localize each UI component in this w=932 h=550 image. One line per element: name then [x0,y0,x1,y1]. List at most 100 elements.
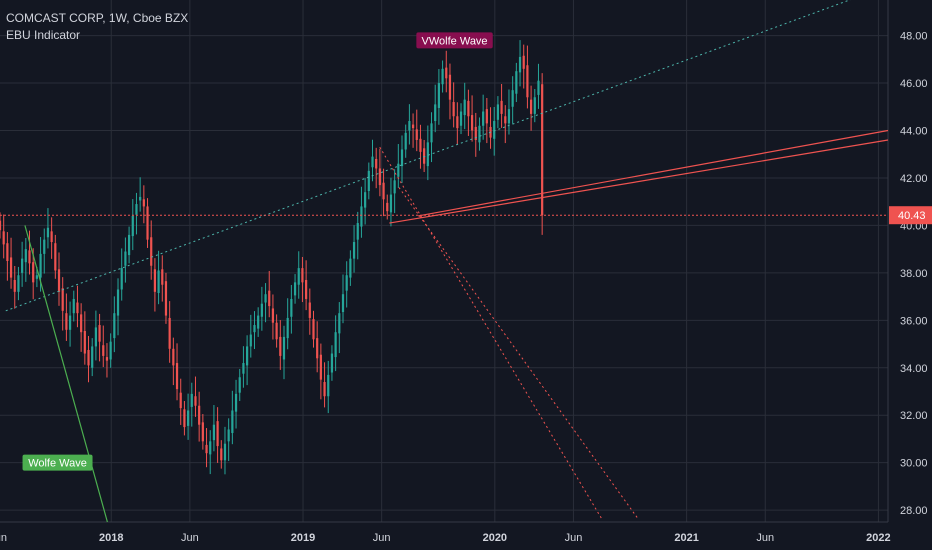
candle-body [102,345,105,356]
candle-body [72,298,75,314]
candle-body [467,100,470,117]
candle-body [65,313,68,330]
candle-body [364,192,367,208]
candle-body [83,330,86,354]
candle-body [164,281,168,316]
candle-body [21,258,24,273]
candle-body [183,409,186,428]
wolfe-wave-label: Wolfe Wave [28,458,87,470]
candle-body [275,322,278,340]
candle-body [113,313,116,339]
candle-body [382,182,385,200]
candle-body [271,308,275,323]
x-tick-label: Jun [373,532,391,544]
candle-body [223,443,227,461]
candle-body [212,424,216,441]
wolfe-top-line-1 [389,139,889,224]
candle-body [190,393,193,407]
candle-body [0,220,2,231]
candle-body [142,199,145,207]
wolfe-top-line-2 [418,129,889,217]
candle-body [459,111,463,126]
candle-body [518,56,522,73]
candle-body [286,317,289,339]
last-price-badge [889,206,932,225]
candle-body [50,231,53,243]
candle-body [168,317,171,349]
candle-body [448,74,452,100]
candle-body [349,258,352,278]
candle-body [522,55,525,69]
candle-body [408,121,411,131]
candle-body [268,290,271,307]
candle-body [293,282,297,296]
candle-body [282,336,286,360]
candle-body [227,429,230,442]
candle-body [260,303,263,317]
candle-body [179,392,182,409]
candle-body [234,393,238,412]
candle-body [485,109,488,124]
last-price-label: 40.43 [898,210,926,222]
candle-body [478,125,481,143]
candle-body [470,115,474,131]
wolfe-bottom-leg [24,225,108,523]
legend: COMCAST CORP, 1W, Cboe BZX EBU Indicator [6,10,188,44]
symbol-title: COMCAST CORP, 1W, Cboe BZX [6,11,189,25]
candle-body [378,168,381,186]
candle-body [120,268,123,290]
candle-body [32,262,35,283]
candle-body [297,268,300,285]
candle-body [393,180,396,194]
wolfe-target-1 [379,146,603,520]
candle-body [430,123,433,143]
candle-body [441,68,444,85]
candle-body [338,313,341,334]
candle-body [238,377,241,393]
candle-body [264,294,267,303]
wolfe-target-2 [398,187,640,520]
candle-body [533,97,536,114]
candle-body [400,149,404,167]
candle-body [6,243,9,261]
candle-body [482,111,485,126]
x-tick-label: Jun [0,532,7,544]
candle-body [186,410,190,426]
candle-body [352,242,356,259]
candle-body [157,270,160,294]
y-tick-label: 44.00 [900,126,928,138]
candle-body [504,116,507,124]
candle-body [172,348,175,366]
candle-body [116,289,120,316]
wolfe-wave-label-bg [22,454,93,471]
candle-body [515,71,518,94]
x-tick-label: Jun [565,532,583,544]
candle-body [161,269,164,285]
candle-body [17,275,20,292]
candle-body [301,268,304,283]
candle-body [198,405,201,425]
candle-body [39,253,42,278]
x-tick-label: 2019 [291,532,315,544]
candle-body [249,334,252,347]
upper-trend [5,0,851,312]
x-tick-label: Jun [756,532,774,544]
candle-body [127,234,131,256]
candle-body [201,422,204,442]
y-tick-label: 28.00 [900,505,928,517]
candle-body [220,448,223,461]
y-tick-label: 46.00 [900,78,928,90]
candle-body [94,327,97,347]
candle-body [242,363,245,374]
candle-body [150,237,153,266]
y-tick-label: 38.00 [900,268,928,280]
candle-body [194,396,197,406]
candle-body [375,158,378,169]
candle-body [131,215,134,237]
candle-body [231,410,234,434]
candle-body [24,249,27,263]
candle-body [246,346,249,366]
candle-body [541,84,544,216]
x-tick-label: 2018 [99,532,123,544]
